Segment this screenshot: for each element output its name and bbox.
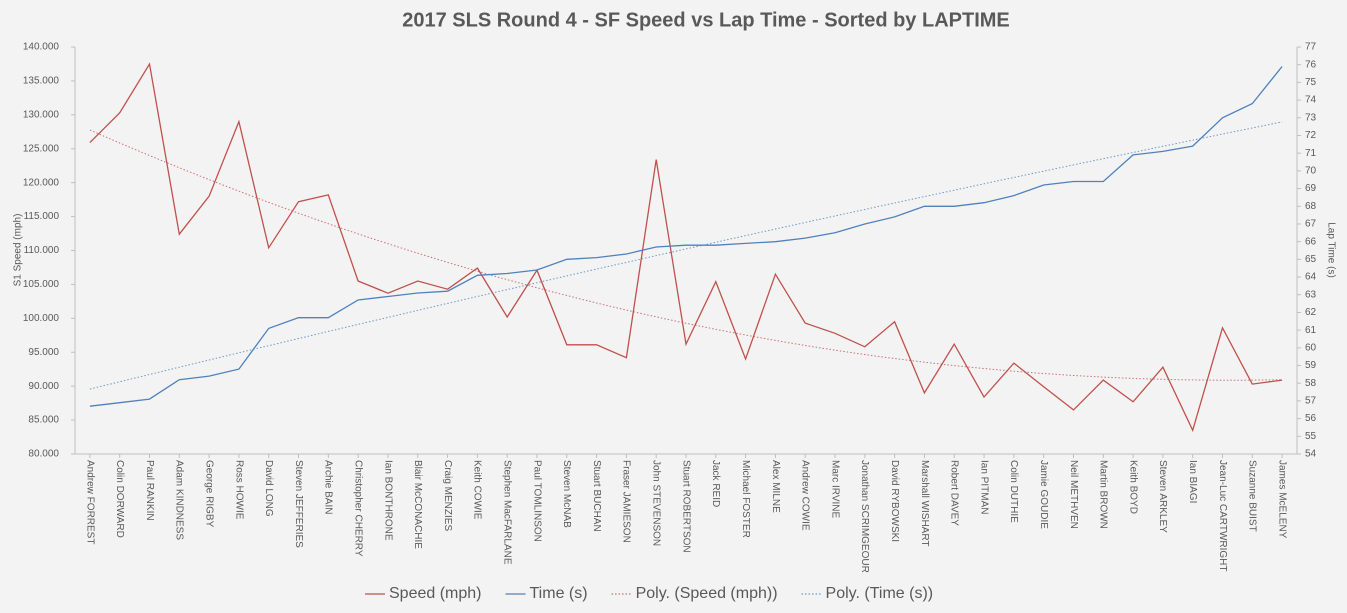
x-tick-label: Blair McCONACHIE	[412, 460, 423, 549]
y2-tick-label: 64	[1305, 272, 1317, 283]
y-tick-label: 140.000	[23, 42, 60, 53]
series-line	[89, 62, 1283, 433]
y2-tick-label: 73	[1305, 112, 1317, 123]
y2-tick-label: 54	[1305, 449, 1317, 460]
trendline	[89, 129, 1283, 381]
y2-tick-label: 59	[1305, 360, 1317, 371]
x-tick-label: Colin DUTHIE	[1008, 460, 1019, 523]
y2-tick-label: 56	[1305, 413, 1317, 424]
x-tick-label: Stuart ROBERTSON	[680, 460, 691, 553]
x-tick-label: Craig MENZIES	[442, 460, 453, 531]
x-tick-label: Paul TOMLINSON	[531, 460, 542, 542]
y-tick-label: 90.000	[28, 381, 59, 392]
y2-tick-label: 58	[1305, 378, 1317, 389]
legend-label: Speed (mph)	[389, 585, 482, 602]
x-tick-label: Jack REID	[710, 460, 721, 507]
series-line	[89, 66, 1283, 407]
x-tick-label: Robert DAVEY	[949, 460, 960, 526]
x-tick-label: Ross HOWIE	[233, 460, 244, 520]
y2-tick-label: 75	[1305, 77, 1317, 88]
x-tick-label: Keith BOYD	[1127, 460, 1138, 514]
x-tick-label: Michael FOSTER	[740, 460, 751, 538]
x-tick-label: Jonathan SCRIMGEOUR	[859, 460, 870, 573]
y-tick-label: 135.000	[23, 76, 60, 87]
y2-tick-label: 70	[1305, 166, 1317, 177]
y-tick-label: 110.000	[24, 245, 60, 256]
x-tick-label: Martin BROWN	[1098, 460, 1109, 529]
x-tick-label: Ian PITMAN	[978, 460, 989, 514]
x-tick-label: Keith COWIE	[472, 460, 483, 520]
y-tick-label: 120.000	[23, 177, 60, 188]
x-tick-label: Andrew FORREST	[84, 460, 95, 544]
y2-axis-label: Lap Time (s)	[1325, 222, 1336, 278]
x-tick-label: Stephen MacFARLANE	[502, 460, 513, 565]
x-tick-label: Steven ARKLEY	[1157, 460, 1168, 533]
y2-tick-label: 69	[1305, 183, 1317, 194]
y-tick-label: 115.000	[24, 211, 60, 222]
x-tick-label: Suzanne BUIST	[1247, 460, 1258, 532]
y2-tick-label: 74	[1305, 95, 1317, 106]
x-tick-label: Steven McNAB	[561, 460, 572, 528]
y-tick-label: 105.000	[23, 279, 60, 290]
y2-tick-label: 63	[1305, 289, 1317, 300]
x-tick-label: Alex MILNE	[770, 460, 781, 513]
x-tick-label: Neil METHVEN	[1068, 460, 1079, 529]
trendline	[89, 121, 1283, 390]
y2-tick-label: 65	[1305, 254, 1317, 265]
x-tick-label: Adam KINDNESS	[174, 460, 185, 540]
y2-tick-label: 61	[1305, 325, 1317, 336]
y2-tick-label: 66	[1305, 236, 1317, 247]
y-tick-label: 85.000	[28, 415, 59, 426]
y2-tick-label: 67	[1305, 219, 1317, 230]
y2-tick-label: 68	[1305, 201, 1317, 212]
x-tick-label: Steven JEFFERIES	[293, 460, 304, 548]
y2-tick-label: 71	[1305, 148, 1317, 159]
legend-label: Time (s)	[530, 585, 588, 602]
x-tick-label: John STEVENSON	[651, 460, 662, 546]
y-tick-label: 100.000	[23, 313, 60, 324]
y-tick-label: 125.000	[23, 143, 60, 154]
y2-tick-label: 57	[1305, 396, 1317, 407]
x-tick-label: Ian BONTHRONE	[382, 460, 393, 541]
y2-tick-label: 60	[1305, 342, 1317, 353]
x-tick-label: Marshall WISHART	[919, 460, 930, 547]
x-tick-label: Fraser JAMIESON	[621, 460, 632, 543]
x-tick-label: George RIGBY	[203, 460, 214, 528]
y-axis-label: S1 Speed (mph)	[13, 214, 24, 287]
y-tick-label: 130.000	[23, 109, 60, 120]
y2-tick-label: 76	[1305, 59, 1317, 70]
y2-tick-label: 72	[1305, 130, 1317, 141]
chart-title: 2017 SLS Round 4 - SF Speed vs Lap Time …	[402, 9, 1010, 31]
x-tick-label: Archie BAIN	[323, 460, 334, 514]
legend-label: Poly. (Speed (mph))	[636, 585, 778, 602]
x-tick-label: David LONG	[263, 460, 274, 517]
x-tick-label: Ian BIAGI	[1187, 460, 1198, 503]
x-tick-label: Andrew COWIE	[800, 460, 811, 531]
x-tick-label: Marc IRVINE	[829, 460, 840, 518]
x-tick-label: James McELENY	[1276, 460, 1287, 539]
y2-tick-label: 62	[1305, 307, 1317, 318]
x-tick-label: Stuart BUCHAN	[591, 460, 602, 532]
y-tick-label: 95.000	[28, 347, 59, 358]
x-tick-label: Jamie GOUDIE	[1038, 460, 1049, 529]
legend-label: Poly. (Time (s))	[826, 585, 934, 602]
y2-tick-label: 77	[1305, 42, 1317, 53]
x-tick-label: Christopher CHERRY	[353, 460, 364, 557]
x-tick-label: Jean-Luc CARTWRIGHT	[1217, 460, 1228, 572]
x-tick-label: Paul RANKIN	[144, 460, 155, 521]
x-tick-label: David RYBOWSKI	[889, 460, 900, 542]
y-tick-label: 80.000	[28, 449, 59, 460]
y2-tick-label: 55	[1305, 431, 1317, 442]
x-tick-label: Colin DORWARD	[114, 460, 125, 538]
